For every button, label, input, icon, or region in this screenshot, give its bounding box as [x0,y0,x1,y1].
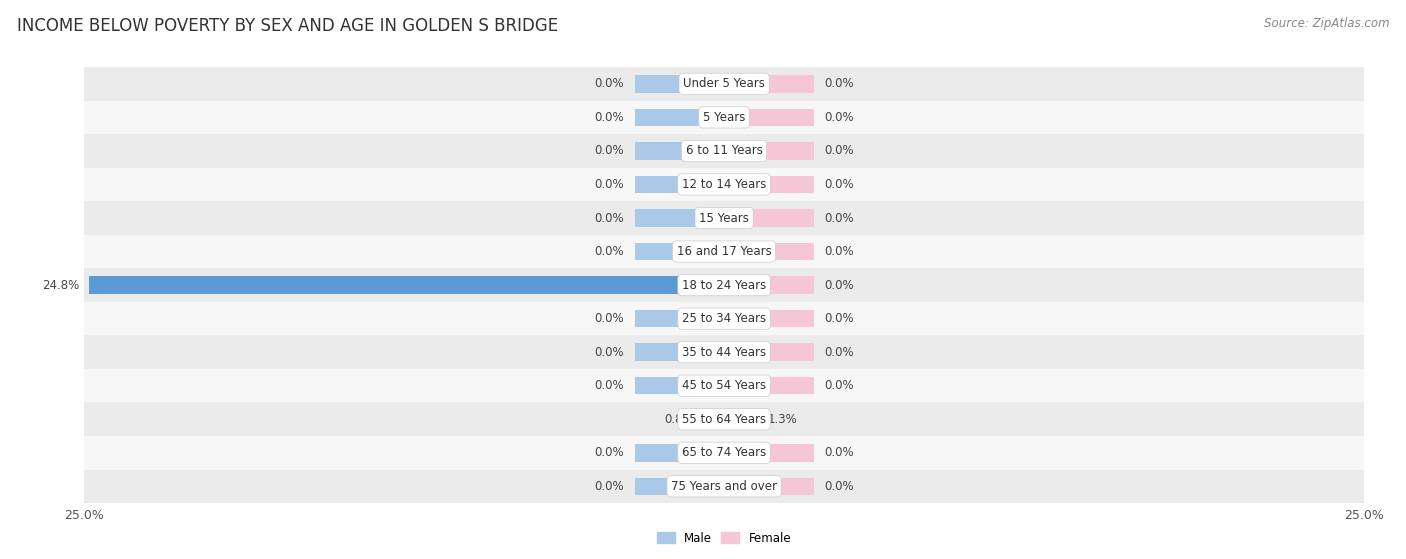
Bar [84,470,1364,503]
Bar [724,108,814,126]
Bar [84,67,1364,101]
Text: 0.0%: 0.0% [824,211,853,225]
Bar [634,477,724,495]
Text: 0.0%: 0.0% [595,144,624,158]
Bar [634,444,724,462]
Text: 0.0%: 0.0% [824,178,853,191]
Bar [634,310,724,328]
Bar [724,377,814,395]
Bar [634,142,724,160]
Text: Source: ZipAtlas.com: Source: ZipAtlas.com [1264,17,1389,30]
Bar [84,101,1364,134]
Text: 5 Years: 5 Years [703,111,745,124]
Bar [634,343,724,361]
Text: 0.0%: 0.0% [824,144,853,158]
Bar [724,176,814,193]
Text: 75 Years and over: 75 Years and over [671,480,778,493]
Bar [724,410,758,428]
Text: 0.0%: 0.0% [595,178,624,191]
Bar [724,444,814,462]
Legend: Male, Female: Male, Female [652,527,796,549]
Bar [90,276,724,294]
Text: Under 5 Years: Under 5 Years [683,77,765,91]
Text: 18 to 24 Years: 18 to 24 Years [682,278,766,292]
Text: 0.0%: 0.0% [595,379,624,392]
Text: 12 to 14 Years: 12 to 14 Years [682,178,766,191]
Bar [634,377,724,395]
Bar [84,369,1364,402]
Bar [84,302,1364,335]
Bar [84,268,1364,302]
Text: 24.8%: 24.8% [42,278,79,292]
Text: 0.0%: 0.0% [595,211,624,225]
Text: 0.0%: 0.0% [595,345,624,359]
Text: 0.0%: 0.0% [824,111,853,124]
Bar [634,108,724,126]
Text: 0.8%: 0.8% [664,413,693,426]
Text: 0.0%: 0.0% [595,111,624,124]
Bar [634,209,724,227]
Text: 35 to 44 Years: 35 to 44 Years [682,345,766,359]
Text: 1.3%: 1.3% [768,413,797,426]
Text: 0.0%: 0.0% [824,245,853,258]
Bar [634,75,724,93]
Text: 45 to 54 Years: 45 to 54 Years [682,379,766,392]
Text: 6 to 11 Years: 6 to 11 Years [686,144,762,158]
Bar [84,436,1364,470]
Bar [84,335,1364,369]
Bar [724,142,814,160]
Text: 65 to 74 Years: 65 to 74 Years [682,446,766,459]
Bar [703,410,724,428]
Text: 0.0%: 0.0% [595,77,624,91]
Bar [84,201,1364,235]
Bar [724,209,814,227]
Text: INCOME BELOW POVERTY BY SEX AND AGE IN GOLDEN S BRIDGE: INCOME BELOW POVERTY BY SEX AND AGE IN G… [17,17,558,35]
Text: 0.0%: 0.0% [824,446,853,459]
Text: 0.0%: 0.0% [824,345,853,359]
Bar [724,243,814,260]
Text: 16 and 17 Years: 16 and 17 Years [676,245,772,258]
Text: 0.0%: 0.0% [824,379,853,392]
Bar [84,235,1364,268]
Text: 55 to 64 Years: 55 to 64 Years [682,413,766,426]
Bar [84,402,1364,436]
Text: 25 to 34 Years: 25 to 34 Years [682,312,766,325]
Text: 0.0%: 0.0% [824,480,853,493]
Bar [724,75,814,93]
Text: 15 Years: 15 Years [699,211,749,225]
Text: 0.0%: 0.0% [595,480,624,493]
Text: 0.0%: 0.0% [824,278,853,292]
Bar [634,243,724,260]
Bar [84,134,1364,168]
Bar [724,477,814,495]
Text: 0.0%: 0.0% [595,245,624,258]
Bar [634,176,724,193]
Text: 0.0%: 0.0% [824,77,853,91]
Bar [724,310,814,328]
Text: 0.0%: 0.0% [595,312,624,325]
Bar [724,343,814,361]
Text: 0.0%: 0.0% [824,312,853,325]
Bar [84,168,1364,201]
Bar [724,276,814,294]
Text: 0.0%: 0.0% [595,446,624,459]
